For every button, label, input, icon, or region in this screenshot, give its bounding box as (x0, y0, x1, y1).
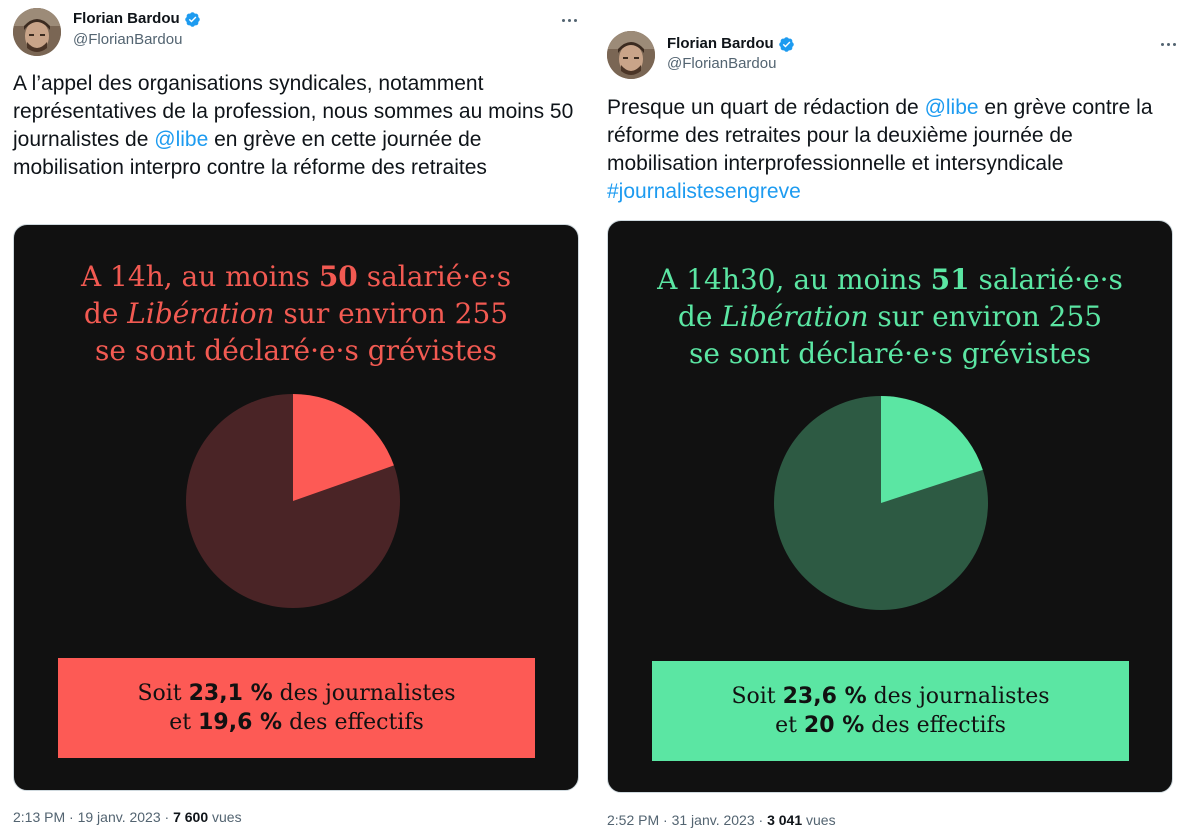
tweet-meta: 2:13 PM · 19 janv. 2023 · 7 600 vues (13, 808, 242, 826)
avatar[interactable] (13, 8, 61, 56)
hashtag-link[interactable]: #journalistesengreve (607, 180, 801, 203)
dot-icon (1172, 42, 1176, 46)
dot-icon (567, 18, 571, 22)
separator: · (663, 812, 668, 828)
dot-icon (1160, 42, 1164, 46)
avatar[interactable] (607, 31, 655, 79)
pie-chart (774, 396, 988, 610)
tweet-1[interactable]: Florian Bardou @FlorianBardou A l’appel … (0, 0, 594, 835)
tweet-date[interactable]: 31 janv. 2023 (671, 812, 755, 828)
mention-link[interactable]: @libe (154, 128, 209, 151)
author-name[interactable]: Florian Bardou (667, 35, 774, 52)
author-handle[interactable]: @FlorianBardou (667, 55, 777, 72)
tweet-text: Presque un quart de rédaction de @libe e… (607, 94, 1177, 206)
image-headline: A 14h30, au moins 51 salarié·e·s de Libé… (657, 263, 1123, 370)
pie-slice-strikers (881, 396, 983, 503)
tweet-date[interactable]: 19 janv. 2023 (77, 809, 161, 825)
mention-link[interactable]: @libe (924, 96, 979, 119)
view-count: 3 041 (767, 812, 803, 828)
more-options-button[interactable] (554, 10, 584, 30)
pie-slice-strikers (293, 394, 394, 501)
views-label: vues (806, 812, 836, 828)
view-count: 7 600 (173, 809, 209, 825)
dot-icon (573, 18, 577, 22)
tweet-time[interactable]: 2:52 PM (607, 812, 660, 828)
verified-badge-icon (184, 11, 200, 27)
dot-icon (1166, 42, 1170, 46)
tweet-text: A l’appel des organisations syndicales, … (13, 70, 585, 182)
tweet-text-part: Presque un quart de rédaction de (607, 96, 925, 119)
separator: · (69, 809, 74, 825)
verified-badge-icon (778, 36, 794, 52)
pie-chart (186, 394, 400, 608)
image-headline: A 14h, au moins 50 salarié·e·s de Libéra… (80, 260, 512, 367)
views-label: vues (212, 809, 242, 825)
author-handle[interactable]: @FlorianBardou (73, 31, 183, 48)
tweet-text-part: en grève en cette journée de mobilisatio… (13, 128, 487, 179)
separator: · (758, 812, 764, 828)
tweet-image[interactable]: A 14h, au moins 50 salarié·e·s de Libéra… (13, 224, 579, 791)
tweet-2[interactable]: Florian Bardou @FlorianBardou Presque un… (594, 0, 1204, 835)
tweet-image[interactable]: A 14h30, au moins 51 salarié·e·s de Libé… (607, 220, 1173, 793)
stat-box: Soit 23,1 % des journalistes et 19,6 % d… (58, 658, 535, 758)
author-name[interactable]: Florian Bardou (73, 10, 180, 27)
separator: · (164, 809, 170, 825)
tweet-meta: 2:52 PM · 31 janv. 2023 · 3 041 vues (607, 811, 836, 829)
more-options-button[interactable] (1153, 34, 1183, 54)
tweet-text-part: en grève contre la réforme des retraites… (607, 96, 1153, 175)
dot-icon (561, 18, 565, 22)
tweet-text-part: A l’appel des organisations syndicales, … (13, 72, 574, 151)
tweet-time[interactable]: 2:13 PM (13, 809, 66, 825)
stat-box: Soit 23,6 % des journalistes et 20 % des… (652, 661, 1129, 761)
